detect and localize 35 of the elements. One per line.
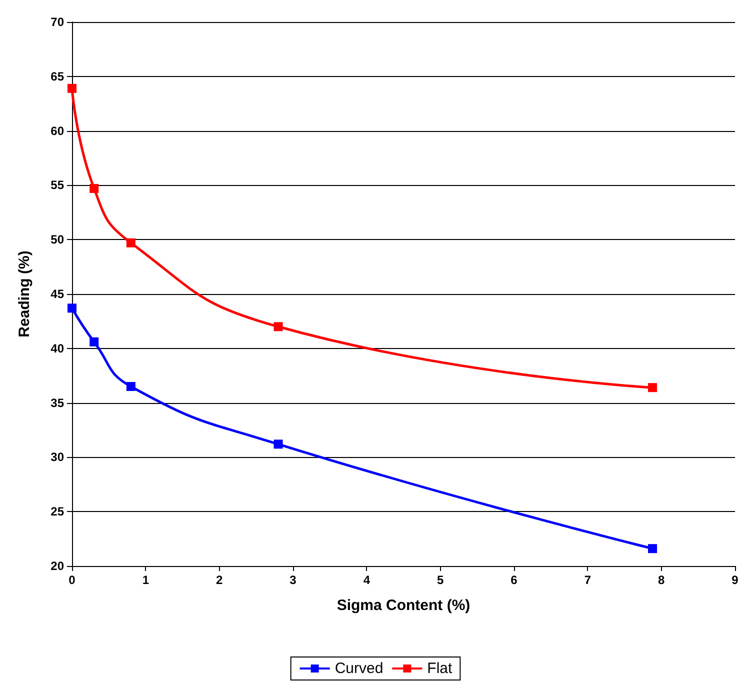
y-tick-label: 60 [50,124,64,138]
point [274,322,283,332]
point [274,440,283,449]
y-tick-label: 30 [50,450,64,464]
y-tick-label: 55 [50,178,64,192]
y-axis-title: Reading (%) [16,250,33,338]
legend-label: Curved [334,660,384,677]
y-tick-label: 50 [50,232,64,247]
y-tick-label: 65 [50,69,64,84]
legend-label: Flat [427,660,454,677]
point [648,383,657,392]
point [90,184,99,193]
x-tick-label: 0 [68,573,76,587]
x-tick-label: 3 [290,573,297,587]
x-tick-label: 8 [658,573,665,587]
x-tick-label: 5 [436,573,444,587]
x-tick-label: 6 [510,573,518,587]
y-tick-label: 20 [50,559,64,573]
x-tick-label: 2 [216,573,223,587]
point [90,337,99,346]
y-tick-label: 70 [50,15,64,29]
x-tick-label: 4 [363,573,370,587]
y-tick-label: 35 [50,396,64,410]
point [126,238,136,248]
y-tick-label: 45 [50,287,64,301]
point [648,544,657,554]
point [68,84,76,93]
x-tick-label: 7 [584,573,592,587]
y-tick-label: 25 [50,504,64,519]
x-tick-label: 1 [142,573,150,587]
y-tick-label: 40 [50,341,64,356]
point [68,304,76,313]
point [126,382,136,391]
x-axis-title: Sigma Content (%) [336,597,470,614]
x-tick-label: 9 [732,573,739,587]
